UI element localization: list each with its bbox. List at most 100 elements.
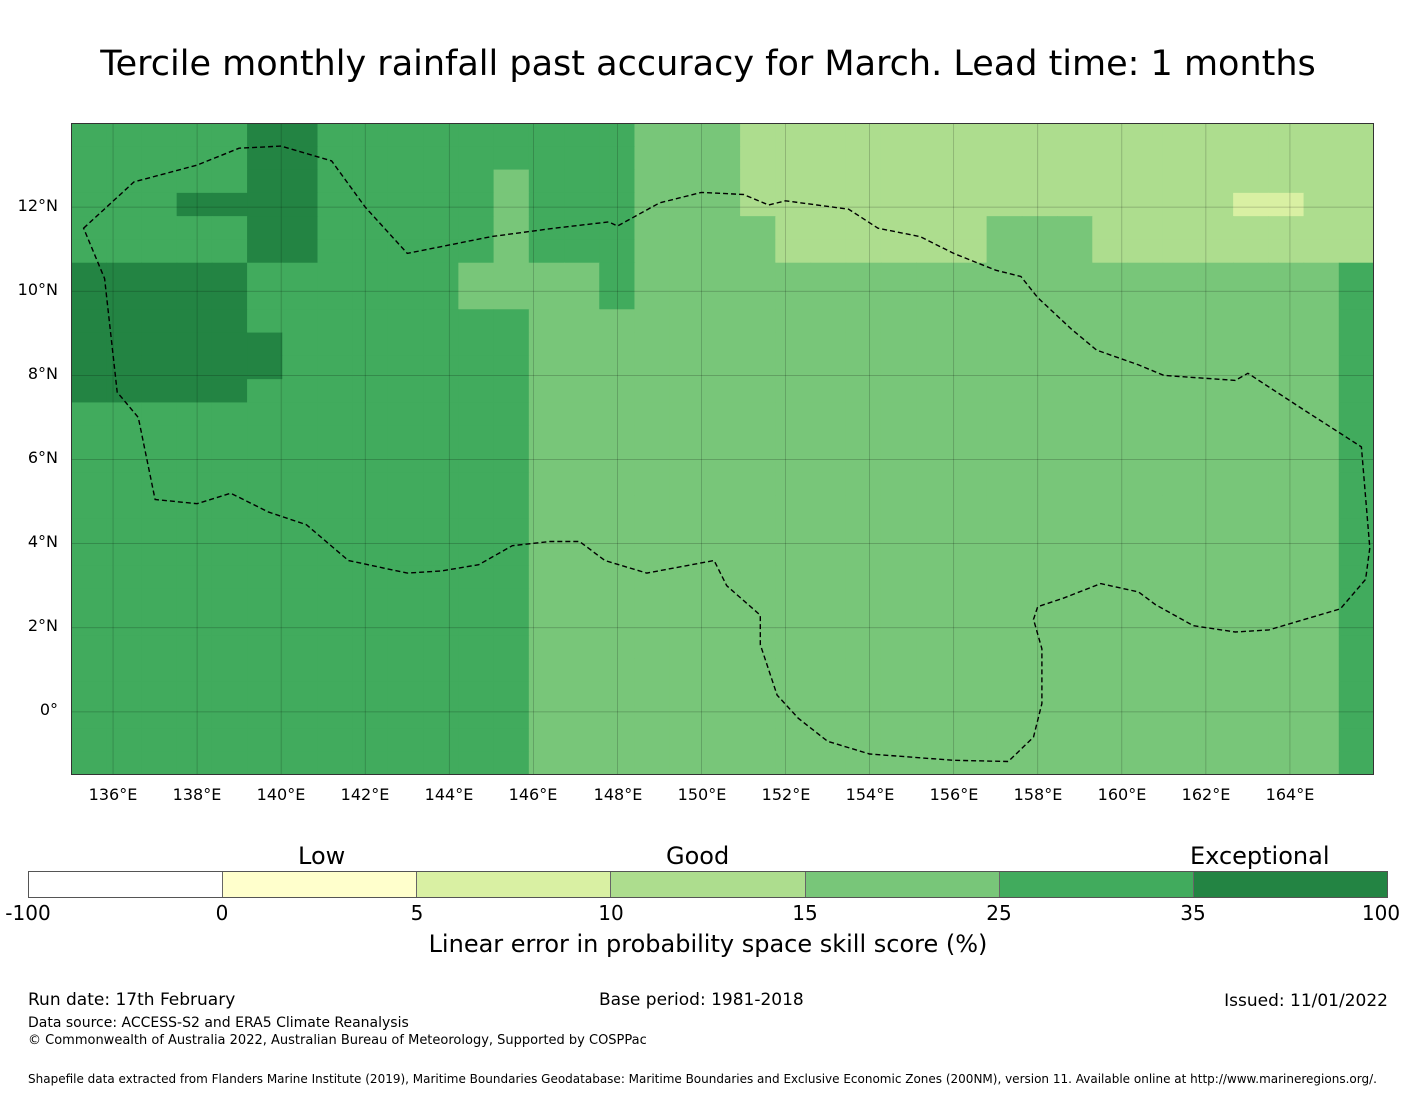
skill-cell: [1303, 402, 1340, 427]
skill-cell: [916, 169, 953, 194]
skill-cell: [317, 355, 354, 380]
skill-cell: [106, 355, 143, 380]
skill-cell: [71, 309, 107, 334]
skill-cell: [1233, 355, 1269, 380]
skill-cell: [916, 751, 953, 775]
skill-cell: [247, 192, 283, 217]
skill-cell: [564, 495, 600, 520]
skill-cell: [599, 425, 636, 450]
skill-cell: [317, 612, 354, 636]
skill-cell: [1162, 192, 1199, 217]
skill-cell: [141, 751, 178, 775]
skill-cell: [71, 286, 107, 310]
skill-cell: [106, 239, 143, 264]
skill-cell: [458, 262, 495, 287]
skill-cell: [704, 425, 741, 450]
skill-cell: [493, 542, 530, 567]
skill-cell: [845, 425, 882, 450]
skill-cell: [986, 216, 1023, 241]
skill-cell: [176, 425, 213, 450]
skill-cell: [704, 379, 741, 404]
skill-cell: [810, 472, 847, 497]
skill-cell: [1233, 542, 1269, 567]
skill-cell: [106, 402, 143, 427]
skill-cell: [1303, 635, 1340, 660]
skill-cell: [634, 472, 671, 497]
skill-cell: [352, 565, 389, 590]
skill-cell: [71, 239, 107, 264]
skill-cell: [493, 728, 530, 753]
skill-cell: [1338, 658, 1374, 683]
skill-cell: [1303, 705, 1340, 730]
skill-cell: [916, 425, 953, 450]
lat-tick: 6°N: [27, 448, 58, 467]
skill-cell: [247, 379, 283, 404]
skill-cell: [247, 635, 283, 660]
skill-cell: [775, 239, 812, 264]
copyright: © Commonwealth of Australia 2022, Austra…: [28, 1033, 647, 1048]
skill-cell: [106, 332, 143, 357]
skill-cell: [1268, 216, 1305, 241]
skill-cell: [1092, 612, 1129, 636]
skill-cell: [1162, 705, 1199, 730]
skill-cell: [176, 751, 213, 775]
skill-cell: [916, 635, 953, 660]
skill-cell: [599, 518, 636, 543]
skill-cell: [1268, 332, 1305, 357]
skill-cell: [71, 449, 107, 473]
skill-cell: [810, 402, 847, 427]
skill-cell: [810, 612, 847, 636]
skill-cell: [951, 286, 988, 310]
skill-cell: [1092, 495, 1129, 520]
skill-cell: [1303, 192, 1340, 217]
skill-cell: [599, 146, 636, 171]
skill-cell: [810, 751, 847, 775]
skill-cell: [387, 146, 424, 171]
skill-cell: [704, 286, 741, 310]
skill-cell: [352, 169, 389, 194]
skill-cell: [1092, 146, 1129, 171]
skill-cell: [704, 495, 741, 520]
skill-cell: [71, 425, 107, 450]
skill-cell: [634, 146, 671, 171]
skill-cell: [845, 355, 882, 380]
skill-cell: [1303, 332, 1340, 357]
skill-cell: [1338, 239, 1374, 264]
skill-cell: [845, 518, 882, 543]
skill-cell: [880, 239, 917, 264]
skill-cell: [986, 612, 1023, 636]
colorbar-segment: [611, 872, 806, 897]
skill-cell: [986, 588, 1023, 613]
colorbar-tick: 0: [215, 901, 229, 925]
skill-cell: [740, 332, 776, 357]
skill-cell: [106, 449, 143, 473]
skill-cell: [1268, 472, 1305, 497]
skill-cell: [317, 472, 354, 497]
skill-cell: [458, 123, 495, 147]
skill-cell: [1197, 309, 1234, 334]
skill-cell: [1162, 751, 1199, 775]
skill-cell: [951, 588, 988, 613]
skill-cell: [1268, 681, 1305, 706]
skill-cell: [423, 449, 459, 473]
skill-cell: [810, 542, 847, 567]
skill-cell: [704, 332, 741, 357]
skill-cell: [282, 612, 319, 636]
skill-cell: [528, 216, 565, 241]
skill-cell: [916, 681, 953, 706]
skill-cell: [141, 472, 178, 497]
skill-cell: [669, 169, 706, 194]
skill-cell: [1021, 239, 1058, 264]
skill-cell: [845, 286, 882, 310]
skill-cell: [916, 705, 953, 730]
skill-cell: [247, 239, 283, 264]
skill-cell: [880, 565, 917, 590]
legend-category-low: Low: [298, 842, 346, 870]
skill-cell: [704, 588, 741, 613]
skill-cell: [282, 239, 319, 264]
skill-cell: [141, 681, 178, 706]
skill-cell: [916, 728, 953, 753]
skill-cell: [423, 612, 459, 636]
skill-cell: [564, 449, 600, 473]
skill-cell: [775, 728, 812, 753]
